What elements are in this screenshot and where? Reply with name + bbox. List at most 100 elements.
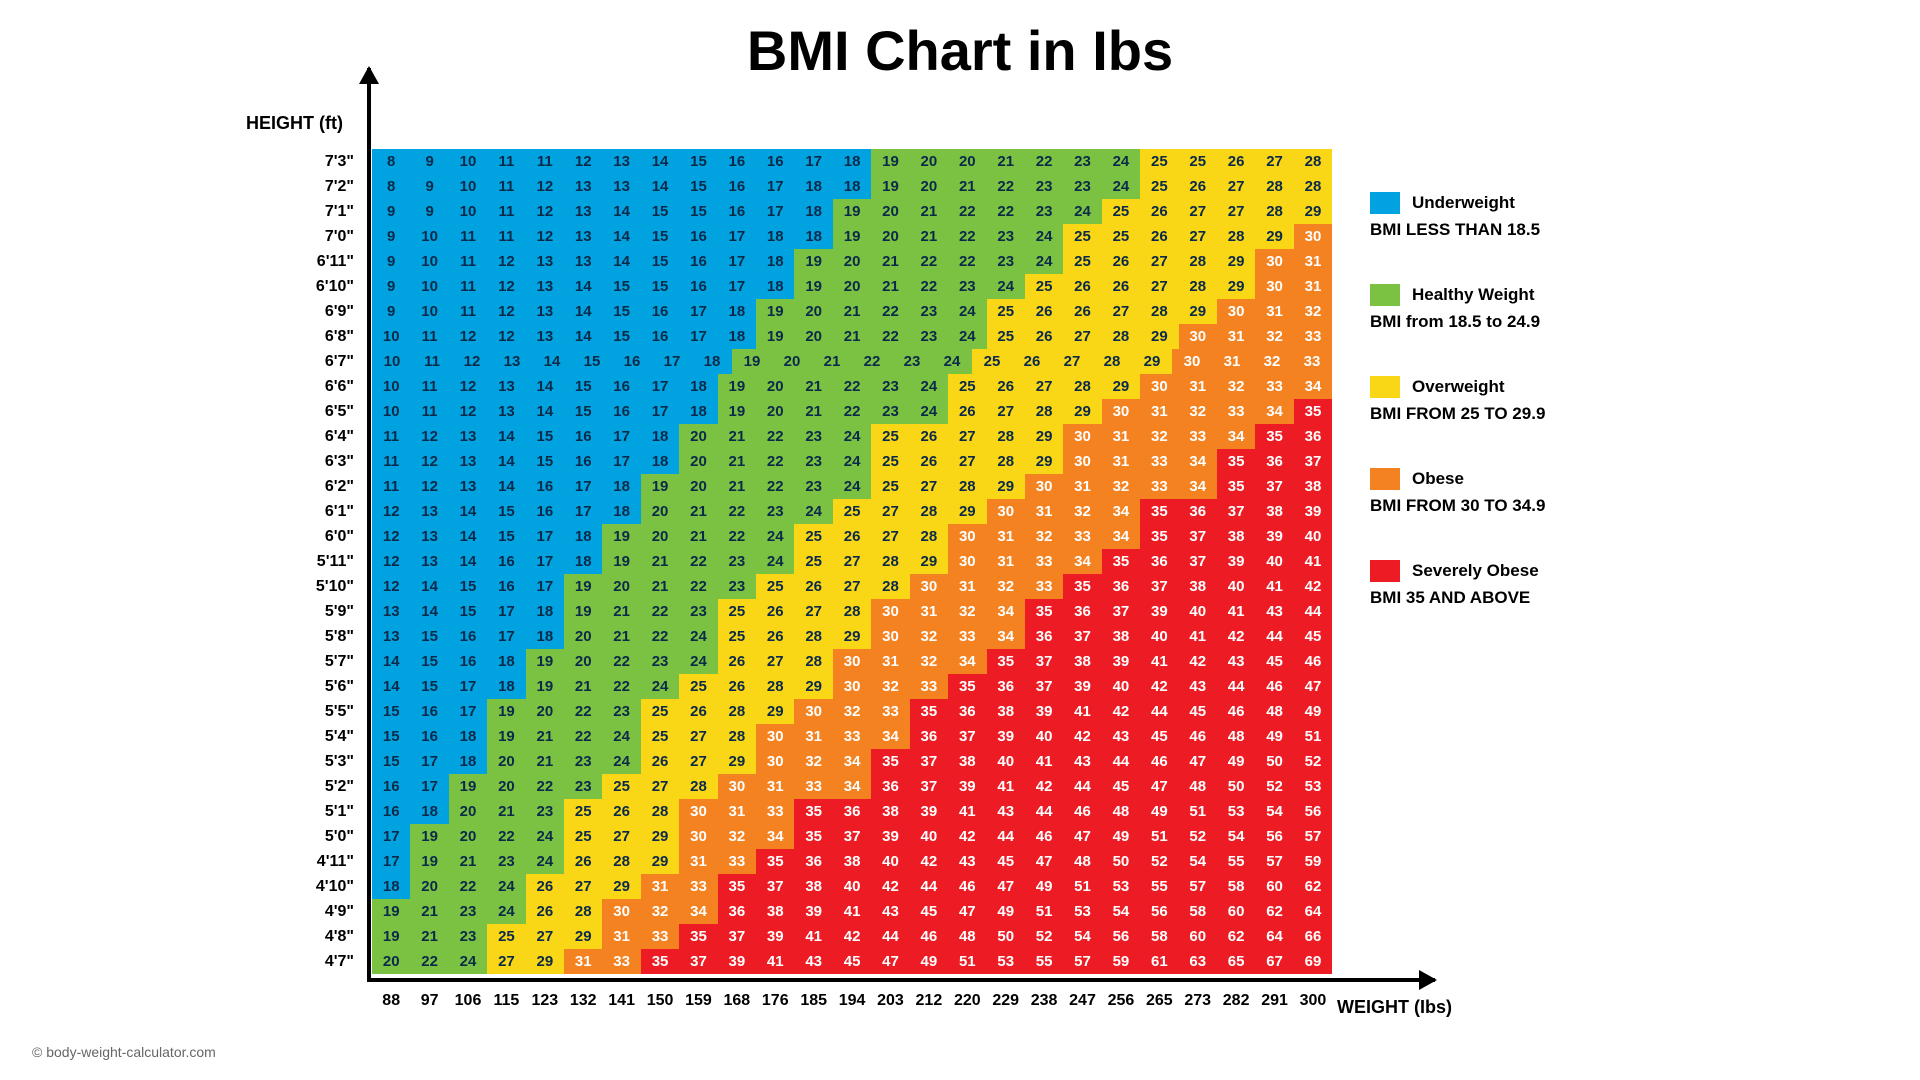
bmi-cell: 10	[372, 349, 412, 374]
bmi-cell: 19	[564, 599, 602, 624]
bmi-cell: 24	[932, 349, 972, 374]
bmi-cell: 59	[1102, 949, 1140, 974]
bmi-cell: 46	[1294, 649, 1332, 674]
bmi-cell: 21	[410, 924, 448, 949]
bmi-cell: 27	[1179, 199, 1217, 224]
legend-swatch	[1370, 192, 1400, 214]
bmi-cell: 23	[641, 649, 679, 674]
bmi-cell: 9	[410, 199, 448, 224]
bmi-cell: 54	[1255, 799, 1293, 824]
bmi-cell: 16	[612, 349, 652, 374]
bmi-cell: 22	[679, 549, 717, 574]
bmi-cell: 17	[564, 499, 602, 524]
bmi-cell: 11	[449, 299, 487, 324]
bmi-cell: 36	[1255, 449, 1293, 474]
bmi-cell: 33	[1025, 549, 1063, 574]
bmi-cell: 34	[833, 749, 871, 774]
bmi-cell: 23	[871, 399, 909, 424]
weight-label: 106	[449, 992, 487, 1022]
bmi-cell: 30	[1063, 424, 1101, 449]
legend-sublabel: BMI FROM 25 TO 29.9	[1370, 404, 1545, 424]
bmi-cell: 14	[641, 149, 679, 174]
bmi-cell: 36	[948, 699, 986, 724]
bmi-cell: 11	[372, 424, 410, 449]
bmi-cell: 14	[487, 474, 525, 499]
bmi-cell: 27	[602, 824, 640, 849]
bmi-cell: 9	[372, 274, 410, 299]
bmi-cell: 29	[910, 549, 948, 574]
bmi-cell: 25	[564, 799, 602, 824]
bmi-cell: 33	[1025, 574, 1063, 599]
bmi-cell: 20	[526, 699, 564, 724]
bmi-cell: 23	[910, 299, 948, 324]
height-label: 7'2"	[270, 174, 360, 199]
bmi-cell: 19	[487, 699, 525, 724]
weight-label: 247	[1063, 992, 1101, 1022]
bmi-cell: 22	[526, 774, 564, 799]
bmi-cell: 29	[641, 849, 679, 874]
bmi-cell: 18	[487, 649, 525, 674]
bmi-cell: 31	[871, 649, 909, 674]
bmi-cell: 29	[1063, 399, 1101, 424]
table-row: 8910111213131415161718181920212223232425…	[372, 174, 1332, 199]
bmi-cell: 25	[1179, 149, 1217, 174]
height-label: 4'10"	[270, 874, 360, 899]
bmi-cell: 22	[564, 699, 602, 724]
bmi-grid: 8910111112131415161617181920202122232425…	[372, 149, 1332, 974]
bmi-cell: 19	[372, 899, 410, 924]
bmi-cell: 30	[1102, 399, 1140, 424]
bmi-cell: 14	[526, 399, 564, 424]
bmi-cell: 20	[910, 149, 948, 174]
bmi-cell: 14	[487, 449, 525, 474]
bmi-cell: 29	[794, 674, 832, 699]
bmi-cell: 38	[1217, 524, 1255, 549]
bmi-cell: 19	[794, 274, 832, 299]
bmi-cell: 12	[487, 274, 525, 299]
bmi-cell: 15	[679, 174, 717, 199]
bmi-cell: 32	[794, 749, 832, 774]
bmi-cell: 31	[718, 799, 756, 824]
bmi-cell: 24	[487, 874, 525, 899]
bmi-cell: 36	[1294, 424, 1332, 449]
bmi-cell: 17	[449, 674, 487, 699]
bmi-cell: 17	[372, 824, 410, 849]
bmi-cell: 20	[679, 474, 717, 499]
bmi-cell: 32	[718, 824, 756, 849]
bmi-cell: 28	[1140, 299, 1178, 324]
bmi-cell: 13	[526, 299, 564, 324]
bmi-cell: 17	[564, 474, 602, 499]
bmi-cell: 17	[652, 349, 692, 374]
bmi-cell: 14	[564, 299, 602, 324]
bmi-cell: 21	[871, 249, 909, 274]
bmi-cell: 22	[487, 824, 525, 849]
bmi-cell: 40	[1140, 624, 1178, 649]
bmi-cell: 24	[679, 624, 717, 649]
bmi-cell: 40	[1179, 599, 1217, 624]
bmi-cell: 35	[871, 749, 909, 774]
bmi-cell: 22	[910, 274, 948, 299]
bmi-cell: 12	[487, 324, 525, 349]
bmi-cell: 12	[487, 299, 525, 324]
bmi-cell: 26	[756, 599, 794, 624]
bmi-cell: 28	[833, 599, 871, 624]
bmi-cell: 38	[794, 874, 832, 899]
bmi-cell: 17	[526, 574, 564, 599]
bmi-cell: 26	[1012, 349, 1052, 374]
bmi-cell: 16	[718, 174, 756, 199]
bmi-cell: 44	[1140, 699, 1178, 724]
bmi-cell: 16	[449, 649, 487, 674]
bmi-cell: 33	[718, 849, 756, 874]
bmi-cell: 12	[526, 224, 564, 249]
bmi-cell: 15	[679, 199, 717, 224]
bmi-cell: 43	[794, 949, 832, 974]
bmi-cell: 18	[679, 374, 717, 399]
bmi-cell: 22	[641, 624, 679, 649]
bmi-cell: 18	[526, 624, 564, 649]
bmi-cell: 24	[1102, 174, 1140, 199]
bmi-cell: 16	[564, 424, 602, 449]
bmi-cell: 23	[794, 474, 832, 499]
bmi-cell: 52	[1179, 824, 1217, 849]
bmi-cell: 20	[679, 424, 717, 449]
bmi-cell: 30	[1172, 349, 1212, 374]
bmi-cell: 40	[1102, 674, 1140, 699]
